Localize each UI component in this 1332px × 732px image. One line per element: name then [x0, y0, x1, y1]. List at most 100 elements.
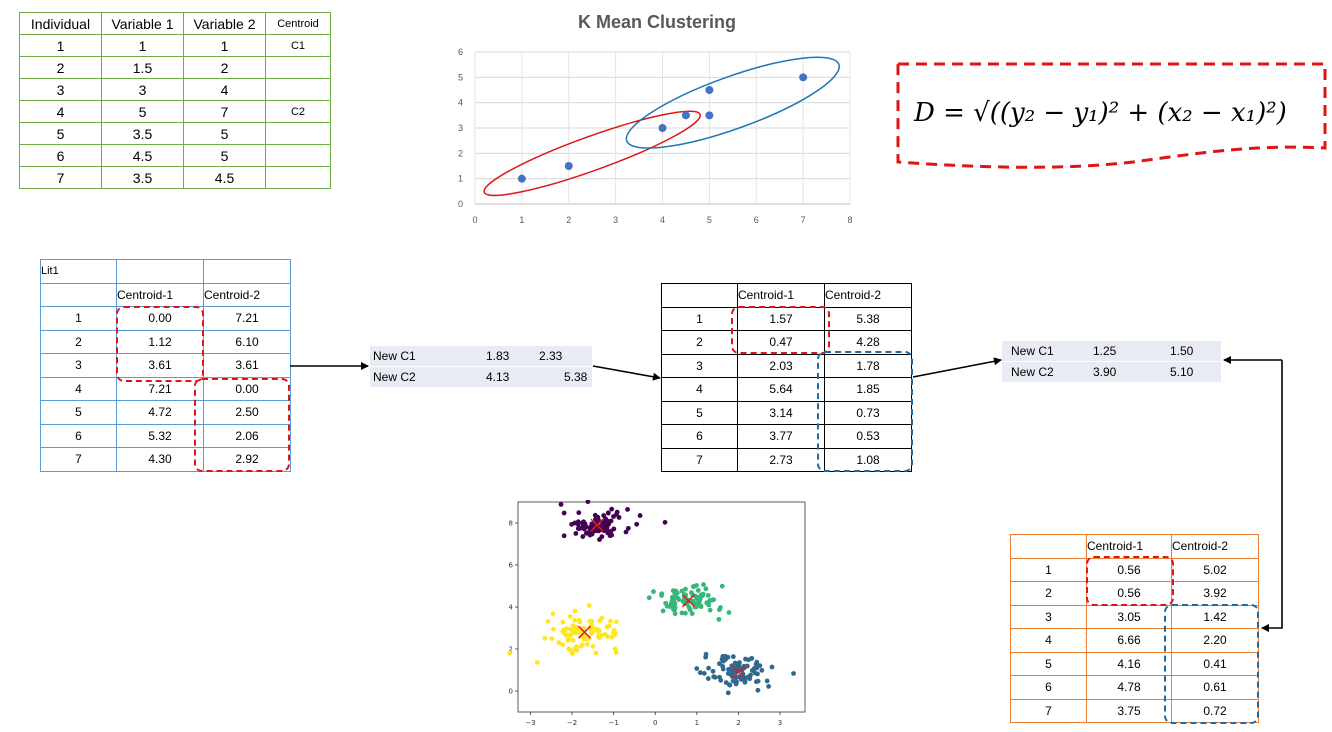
cluster-point: [753, 679, 759, 685]
cluster-point: [599, 534, 605, 540]
table-row: 2 1.12 6.10: [40, 329, 291, 354]
cell: 1.78: [824, 353, 912, 378]
plot-frame: [517, 501, 806, 713]
cluster-ellipse: [483, 110, 702, 197]
cluster-point: [726, 682, 732, 688]
header-individual: Individual: [19, 12, 102, 35]
cluster-point: [689, 611, 695, 617]
data-point: [658, 124, 667, 132]
cluster-point: [609, 634, 615, 640]
label: New C1: [373, 349, 416, 363]
table-row: 2 1.5 2: [19, 56, 331, 79]
cell: 2.06: [203, 423, 291, 448]
cluster-point: [718, 677, 724, 683]
x-tick-label: 7: [801, 215, 806, 225]
cluster-point: [625, 506, 630, 512]
table-row: 5 4.16 0.41: [1010, 651, 1259, 676]
x-tick-label: 3: [778, 719, 782, 727]
cell: [116, 259, 204, 284]
cluster-point: [730, 671, 735, 677]
new-centroids-2: New C1 1.25 1.50 New C2 3.90 5.10: [1002, 341, 1221, 383]
cluster-point: [716, 616, 722, 622]
cluster-point: [734, 679, 739, 684]
centroid-stroke: [731, 665, 745, 679]
cluster-point: [662, 519, 668, 525]
arrow-3: [912, 357, 1002, 378]
cluster-point: [703, 651, 709, 657]
table-row: 7 2.73 1.08: [661, 447, 912, 472]
cluster-point: [589, 521, 595, 527]
cluster-point: [578, 643, 584, 649]
cluster-point: [719, 583, 725, 589]
cell: 5.32: [116, 423, 204, 448]
header-centroid-1: Centroid-1: [1086, 534, 1172, 559]
cell: 3: [661, 353, 738, 378]
x-tick-label: 6: [754, 215, 759, 225]
cell: 4.28: [824, 330, 912, 355]
cell: 2.03: [737, 353, 825, 378]
cell: 2.50: [203, 400, 291, 425]
cell: 2: [40, 329, 117, 354]
cluster-point: [580, 520, 586, 526]
cell: 0.72: [1171, 698, 1259, 723]
table-row: 2 0.47 4.28: [661, 330, 912, 355]
cell: 3.77: [737, 424, 825, 449]
table-row: 7 4.30 2.92: [40, 447, 291, 472]
cluster-point: [701, 582, 706, 587]
cell: 5.02: [1171, 557, 1259, 582]
x-tick-label: 8: [847, 215, 852, 225]
cell: 4: [40, 376, 117, 401]
centroid-marker: [578, 625, 592, 639]
label: New C1: [1011, 344, 1054, 358]
cell: 3: [1010, 604, 1087, 629]
cluster-point: [755, 687, 761, 693]
cell: 5: [40, 400, 117, 425]
cluster-point: [613, 650, 619, 655]
cell: 7: [1010, 698, 1087, 723]
cell: 6.66: [1086, 628, 1172, 653]
cell: 3.5: [101, 122, 184, 145]
cluster-point: [697, 670, 703, 676]
cell: 2.92: [203, 447, 291, 472]
cluster-point: [646, 595, 652, 601]
cluster-point: [590, 643, 596, 649]
data-point: [799, 73, 808, 82]
cluster-point: [550, 611, 556, 617]
cluster-point: [593, 650, 599, 656]
header-cell: [40, 282, 117, 307]
clustered-scatter-plot: −3 −2 −1 0 1 2 3 0 2 4 6 8: [507, 500, 806, 727]
arrow-2: [592, 365, 661, 381]
cluster-point: [725, 671, 731, 677]
x-tick-label: 1: [519, 215, 524, 225]
cluster-point: [567, 614, 573, 620]
table-row: 3 3.61 3.61: [40, 353, 291, 378]
cluster-point: [507, 650, 513, 656]
cluster-point: [749, 668, 755, 673]
cluster-point: [742, 679, 748, 685]
cluster-point: [623, 529, 629, 535]
value: 2.33: [539, 349, 563, 363]
cluster-point: [710, 668, 716, 674]
cell: 3.05: [1086, 604, 1172, 629]
x-tick-label: 5: [707, 215, 712, 225]
y-tick-label: 4: [509, 604, 514, 612]
formula-box: [896, 62, 1327, 169]
cluster-point: [754, 665, 760, 671]
cluster-point: [592, 512, 598, 518]
cluster-point: [580, 534, 586, 539]
cluster-point: [551, 626, 556, 632]
table-row: 5 4.72 2.50: [40, 400, 291, 425]
iteration-1-table: Lit1 Centroid-1 Centroid-2 1 0.00 7.21 2 1.1…: [40, 259, 291, 472]
cluster-point: [625, 525, 631, 531]
cell: 2: [661, 330, 738, 355]
cluster-1-highlight: [731, 306, 830, 354]
cluster-point: [577, 619, 583, 625]
cluster-1-highlight: [1086, 556, 1174, 606]
cluster-point: [679, 610, 685, 616]
cluster-point: [688, 590, 694, 596]
cluster-point: [590, 630, 595, 636]
cluster-point: [717, 661, 722, 667]
cell: 5.64: [737, 377, 825, 402]
cell: 5: [661, 400, 738, 425]
cluster-point: [696, 600, 701, 606]
